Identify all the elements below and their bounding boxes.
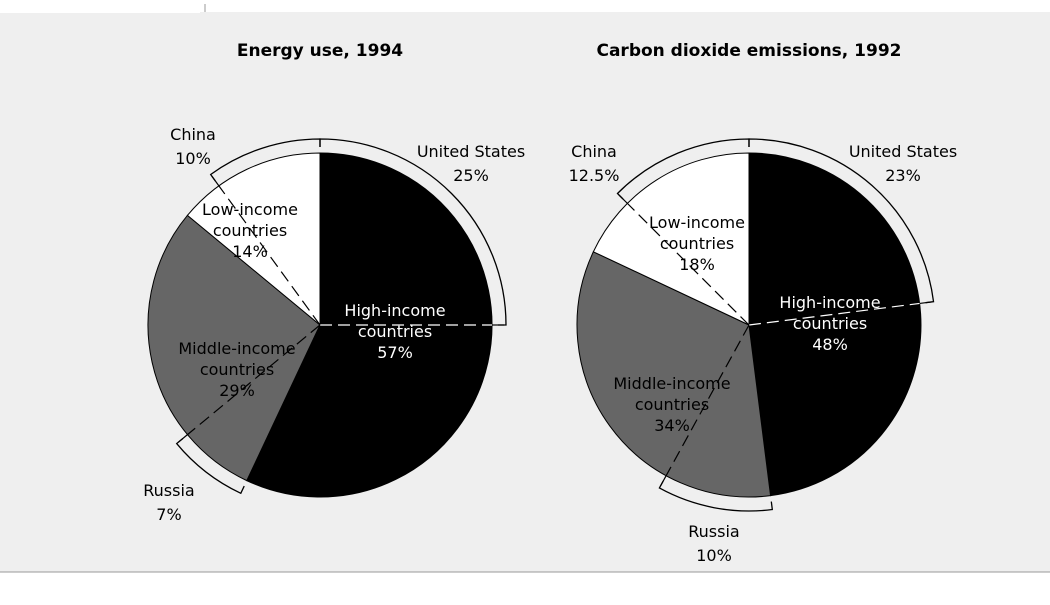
share-label-russia-line: 10%	[696, 546, 732, 565]
share-divider-outer-russia	[176, 434, 188, 445]
share-divider-outer-russia	[658, 475, 667, 489]
share-label-united-states-line: 25%	[453, 166, 489, 185]
pie-slice-middle-income-countries	[576, 251, 772, 498]
share-bracket-china	[209, 138, 321, 182]
slice-label-low-income-countries-line: Low-income	[202, 200, 298, 219]
pie-slice-high-income-countries	[246, 152, 493, 498]
slice-label-high-income-countries-line: 57%	[377, 343, 413, 362]
share-label-united-states-line: 23%	[885, 166, 921, 185]
share-divider-outer-united-states	[919, 301, 934, 305]
slice-label-middle-income-countries-line: Middle-income	[613, 374, 730, 393]
slice-label-middle-income-countries-line: 34%	[654, 416, 690, 435]
slice-label-high-income-countries: High-income countries 48%	[779, 293, 880, 354]
share-label-russia: Russia 7%	[143, 481, 194, 524]
slice-label-middle-income-countries-line: countries	[200, 360, 274, 379]
slice-label-low-income-countries-line: 18%	[679, 255, 715, 274]
pie-slice-middle-income-countries	[147, 214, 321, 482]
slice-label-high-income-countries: High-income countries 57%	[344, 301, 445, 362]
share-bracket-china	[616, 138, 750, 200]
slice-label-low-income-countries-line: Low-income	[649, 213, 745, 232]
pie-slice-low-income-countries	[186, 152, 321, 327]
share-label-china-line: China	[571, 142, 617, 161]
share-divider-china	[218, 185, 321, 326]
share-label-china-line: 12.5%	[569, 166, 620, 185]
share-bracket-russia	[175, 437, 245, 495]
share-bracket-russia	[658, 480, 774, 512]
share-divider-china	[626, 202, 750, 326]
share-label-russia: Russia 10%	[688, 522, 739, 565]
slice-label-low-income-countries: Low-income countries 18%	[649, 213, 745, 274]
share-divider-russia	[665, 324, 750, 477]
chart-title: Carbon dioxide emissions, 1992	[596, 41, 901, 61]
share-label-china: China 10%	[170, 125, 216, 168]
share-bracket-united-states	[748, 138, 935, 304]
slice-label-low-income-countries-line: countries	[660, 234, 734, 253]
pie-chart-1: Energy use, 1994 United States 25% China 10%…	[143, 41, 525, 524]
slice-label-low-income-countries: Low-income countries 14%	[202, 200, 298, 261]
chart-title: Energy use, 1994	[237, 41, 403, 61]
pie-slice-high-income-countries	[748, 152, 922, 497]
share-label-china-line: China	[170, 125, 216, 144]
slice-label-high-income-countries-line: High-income	[779, 293, 880, 312]
slice-label-low-income-countries-line: countries	[213, 221, 287, 240]
slice-label-high-income-countries-line: countries	[358, 322, 432, 341]
slice-label-middle-income-countries: Middle-income countries 34%	[613, 374, 730, 435]
share-label-russia-line: 7%	[156, 505, 181, 524]
share-bracket-united-states	[319, 138, 507, 326]
pie-slice-low-income-countries	[592, 152, 750, 326]
share-divider-united-states	[748, 302, 920, 326]
share-divider-outer-china	[210, 174, 220, 187]
slice-label-high-income-countries-line: 48%	[812, 335, 848, 354]
share-label-united-states: United States 23%	[849, 142, 957, 185]
slice-label-middle-income-countries-line: 29%	[219, 381, 255, 400]
share-label-united-states-line: United States	[417, 142, 525, 161]
share-label-russia-line: Russia	[143, 481, 194, 500]
slice-label-high-income-countries-line: countries	[793, 314, 867, 333]
share-divider-outer-china	[617, 193, 628, 204]
share-label-united-states: United States 25%	[417, 142, 525, 185]
share-label-china-line: 10%	[175, 149, 211, 168]
slice-label-middle-income-countries-line: Middle-income	[178, 339, 295, 358]
share-label-united-states-line: United States	[849, 142, 957, 161]
pie-chart-2: Carbon dioxide emissions, 1992 United Sta…	[569, 41, 958, 565]
slice-label-high-income-countries-line: High-income	[344, 301, 445, 320]
share-divider-russia	[187, 324, 321, 436]
pies: Energy use, 1994 United States 25% China 10%…	[143, 41, 957, 565]
slice-label-low-income-countries-line: 14%	[232, 242, 268, 261]
slice-label-middle-income-countries: Middle-income countries 29%	[178, 339, 295, 400]
slice-label-middle-income-countries-line: countries	[635, 395, 709, 414]
share-label-china: China 12.5%	[569, 142, 620, 185]
share-label-russia-line: Russia	[688, 522, 739, 541]
